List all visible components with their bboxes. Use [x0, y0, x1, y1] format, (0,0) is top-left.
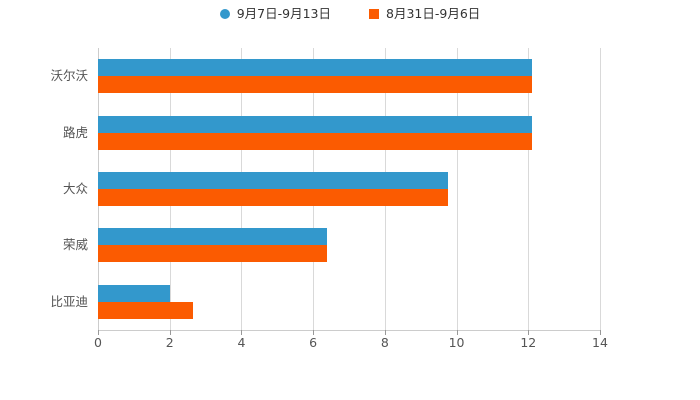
bar-series-2[interactable] [98, 301, 194, 319]
x-tick-mark [600, 330, 601, 335]
y-tick-label: 沃尔沃 [50, 67, 88, 83]
bar-series-1[interactable] [98, 115, 532, 133]
x-tick-label: 8 [380, 335, 389, 350]
x-tick-label: 0 [94, 335, 102, 350]
x-tick-mark [313, 330, 315, 335]
x-axis-line [98, 330, 601, 331]
legend-square-icon [369, 9, 379, 20]
gridline [456, 48, 458, 330]
bar-series-1[interactable] [98, 172, 448, 189]
bar-series-2[interactable] [98, 189, 448, 206]
gridline [600, 48, 601, 330]
legend-item-series-1[interactable]: 9月7日-9月13日 [219, 6, 331, 21]
legend-label-series-1: 9月7日-9月13日 [236, 6, 331, 21]
x-tick-mark [241, 330, 243, 335]
bar-series-2[interactable] [98, 245, 328, 263]
x-tick-mark [528, 330, 530, 335]
y-tick-label: 大众 [62, 180, 88, 196]
x-tick-label: 4 [237, 335, 246, 350]
x-tick-label: 2 [165, 335, 174, 350]
bar-series-1[interactable] [98, 59, 532, 77]
x-tick-label: 12 [520, 335, 537, 350]
plot-area [98, 48, 601, 330]
gridline [528, 48, 530, 330]
legend-item-series-2[interactable]: 8月31日-9月6日 [369, 6, 481, 21]
x-tick-label: 14 [592, 335, 608, 350]
bar-series-1[interactable] [98, 228, 328, 246]
x-tick-label: 10 [448, 335, 465, 350]
bar-series-2[interactable] [98, 76, 532, 94]
y-tick-label: 荣威 [62, 237, 88, 253]
y-tick-label: 比亚迪 [50, 293, 88, 309]
chart-legend: 9月7日-9月13日 8月31日-9月6日 [0, 6, 700, 21]
x-tick-mark [384, 330, 386, 335]
bar-series-2[interactable] [98, 132, 532, 150]
legend-label-series-2: 8月31日-9月6日 [386, 6, 481, 21]
bar-series-1[interactable] [98, 284, 170, 302]
x-tick-label: 6 [309, 335, 318, 350]
y-tick-label: 路虎 [62, 124, 88, 140]
x-tick-mark [98, 330, 99, 335]
x-tick-mark [169, 330, 171, 335]
x-tick-mark [456, 330, 458, 335]
legend-circle-icon [219, 9, 230, 20]
